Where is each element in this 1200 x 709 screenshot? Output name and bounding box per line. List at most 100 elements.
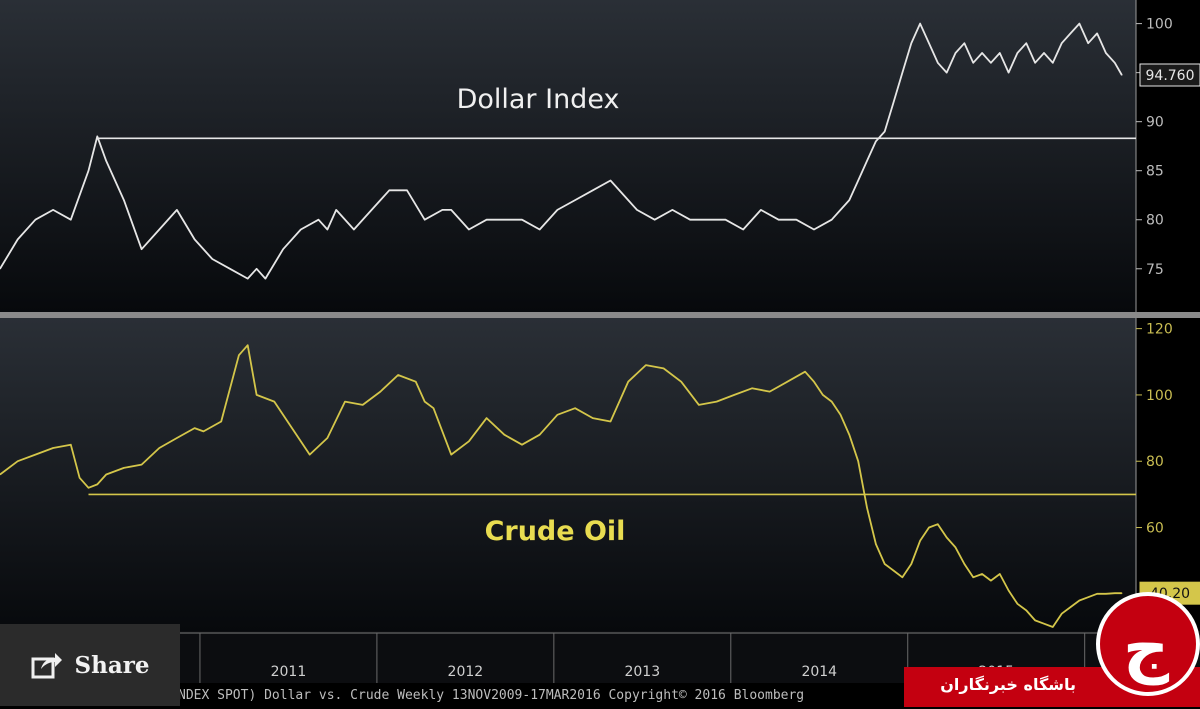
dollar-data-point [813,228,815,231]
oil-y-ticks-group: 40608010012040.20 [1136,322,1200,605]
oil-y-tick-label: 60 [1146,521,1164,537]
dollar-data-point [264,277,267,280]
dollar-data-point [1052,62,1054,64]
dollar-data-point [424,219,426,221]
oil-data-point [1114,592,1116,594]
dollar-data-point [17,238,19,240]
dollar-data-point [1087,42,1089,44]
oil-data-point [344,400,346,403]
oil-data-point [866,507,868,509]
oil-data-point [255,394,258,396]
oil-data-point [662,367,665,370]
dollar-data-point [96,135,98,137]
dollar-data-point [627,199,629,201]
dollar-data-point [70,219,72,221]
oil-data-point [0,473,1,476]
oil-data-point [1043,623,1045,625]
dollar-data-point [777,219,780,221]
oil-data-point [1096,593,1098,595]
dollar-y-ticks-group: 758085909510094.760 [1136,17,1200,278]
dollar-data-point [857,179,859,182]
dollar-data-point [1069,32,1072,35]
dollar-data-point [0,268,1,270]
dollar-data-point [140,248,143,250]
dollar-panel-bg [0,0,1136,312]
dollar-last-value-box [1139,63,1200,87]
oil-panel-title: Crude Oil [485,516,626,547]
oil-data-point [698,404,700,406]
oil-data-point [786,381,789,383]
oil-data-point [52,447,54,449]
oil-data-point [468,440,470,442]
dollar-data-point [300,228,302,231]
dollar-data-point [990,62,992,64]
oil-data-point [627,381,629,383]
dollar-data-point [229,268,231,270]
oil-data-point [919,540,921,542]
news-agency-name: باشگاه خبرنگاران [940,675,1076,694]
dollar-data-point [928,42,930,44]
oil-data-point [17,460,19,462]
oil-data-point [804,371,806,373]
oil-data-point [954,546,957,549]
share-button[interactable]: Share [0,624,180,706]
dollar-y-tick-label: 80 [1146,213,1164,229]
dollar-data-point [760,209,762,211]
oil-data-point [273,400,275,403]
dollar-data-point [441,209,443,211]
dollar-data-point [521,219,523,221]
dollar-data-point [34,219,36,221]
oil-data-point [79,477,81,479]
dollar-data-point [176,209,178,211]
dollar-data-point [671,209,673,211]
dollar-data-point [52,209,54,211]
oil-data-point [424,400,426,403]
dollar-data-point [954,52,957,54]
dollar-data-point [388,189,390,191]
dollar-panel-title: Dollar Index [457,84,620,115]
dollar-data-point [875,140,877,142]
dollar-data-point [556,209,558,211]
oil-data-point [397,374,399,376]
oil-y-tick-label: 120 [1146,322,1173,338]
dollar-data-point [609,179,612,182]
dollar-data-point [1007,72,1010,74]
oil-data-point [769,391,771,393]
oil-data-point [247,344,249,346]
oil-data-point [432,407,435,409]
dollar-data-point [574,199,576,201]
dollar-data-point [1105,52,1107,54]
dollar-y-tick-label: 75 [1146,262,1164,278]
oil-data-point [415,381,417,383]
news-logo-icon: ج [1096,592,1200,696]
x-tick-label: 2014 [801,664,837,680]
dollar-data-point [654,219,656,221]
share-label: Share [74,651,150,679]
dollar-data-point [592,189,594,191]
oil-data-point [96,483,98,486]
dollar-data-point [848,199,850,201]
dollar-data-point [486,219,488,221]
dollar-data-point [326,228,328,231]
oil-data-point [362,404,364,406]
dollar-data-point [247,277,249,280]
oil-data-point [1078,599,1080,602]
oil-data-point [574,407,576,409]
oil-y-tick-label: 100 [1146,388,1173,404]
oil-data-point [1034,619,1036,621]
dollar-data-point [901,72,904,74]
dollar-data-point [503,219,505,221]
oil-data-point [450,454,452,456]
oil-data-point [503,434,505,436]
oil-data-point [291,427,293,429]
dollar-data-point [450,209,452,211]
dollar-data-point [255,268,258,270]
oil-data-point [875,543,877,545]
dollar-data-point [742,228,744,231]
oil-data-point [884,563,886,565]
dollar-y-tick-label: 90 [1146,115,1164,131]
oil-data-point [848,434,850,436]
dollar-data-point [1096,32,1098,35]
